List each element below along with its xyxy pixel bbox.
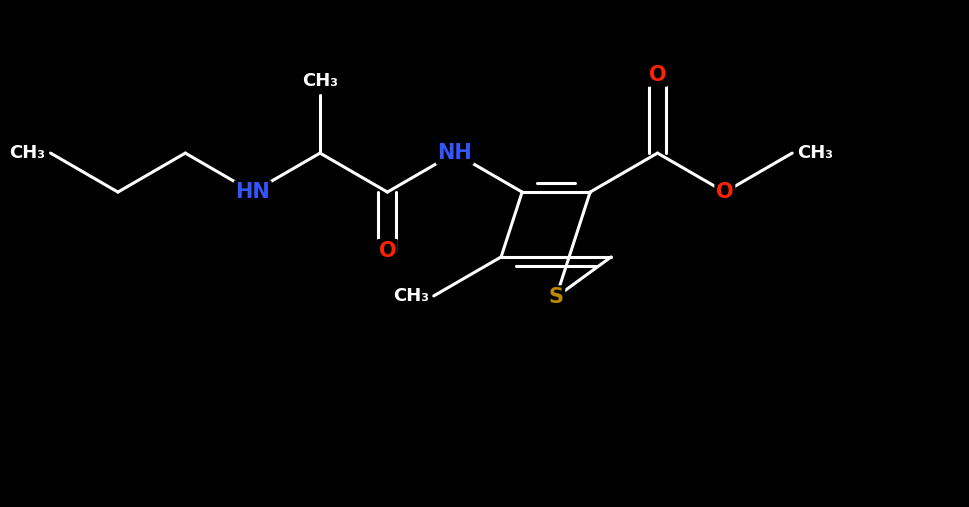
Text: O: O — [716, 182, 734, 202]
Text: CH₃: CH₃ — [392, 287, 428, 305]
Text: CH₃: CH₃ — [797, 144, 833, 162]
Text: O: O — [379, 241, 396, 261]
Text: CH₃: CH₃ — [10, 144, 46, 162]
Text: NH: NH — [437, 143, 472, 163]
Text: CH₃: CH₃ — [302, 71, 338, 90]
Text: HN: HN — [235, 182, 270, 202]
Text: S: S — [548, 287, 564, 307]
Text: O: O — [648, 65, 667, 85]
